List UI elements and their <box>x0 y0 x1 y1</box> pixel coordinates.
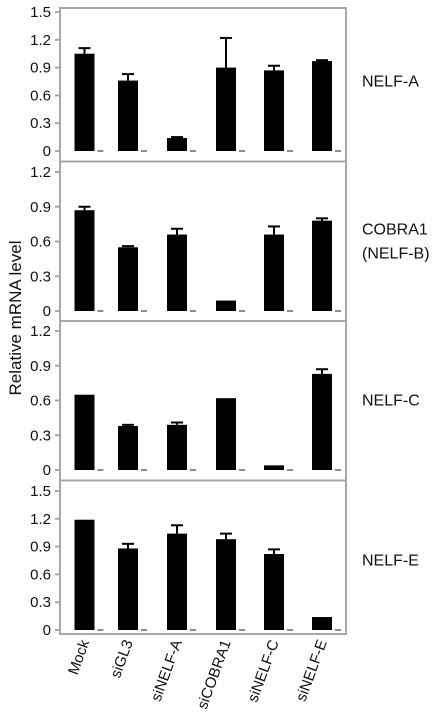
y-tick-label: 0.9 <box>30 539 51 556</box>
panel-label: (NELF-B) <box>362 246 430 263</box>
category-label: siGL3 <box>107 638 136 681</box>
panel-label: NELF-C <box>362 393 420 410</box>
panel-4: 0 0.3 0.6 0.9 1.2 1.5 NELF-E <box>30 479 419 639</box>
bar-siCOBRA1 <box>216 539 236 630</box>
bar-siGL3 <box>118 247 138 311</box>
panel-frame <box>59 479 347 635</box>
y-axis-label: Relative mRNA level <box>6 241 25 396</box>
bar-siGL3 <box>118 548 138 630</box>
bar-siGL3 <box>118 80 138 151</box>
bar-siCOBRA1 <box>216 67 236 151</box>
panel-frame <box>59 160 347 322</box>
panel-label: NELF-A <box>362 74 419 91</box>
bar-siNELF-E <box>312 373 332 470</box>
y-tick-label: 1.2 <box>30 32 51 49</box>
bar-siCOBRA1 <box>216 300 236 311</box>
panel-2: 0 0.3 0.6 0.9 1.2 COBRA1 (NELF-B) <box>30 160 430 322</box>
category-label: siCOBRA1 <box>194 638 235 712</box>
panel-frame <box>59 320 347 482</box>
bar-siNELF-E <box>312 61 332 151</box>
panel-1: 0 0.3 0.6 0.9 1.2 1.5 NELF-A <box>30 4 419 163</box>
bar-siNELF-A <box>167 138 187 151</box>
y-tick-label: 0.6 <box>30 87 51 104</box>
y-tick-label: 1.2 <box>30 323 51 340</box>
y-tick-label: 0.9 <box>30 199 51 216</box>
y-tick-label: 0 <box>43 622 51 639</box>
category-label: siNELF-A <box>148 638 186 704</box>
panel-label: NELF-E <box>362 553 419 570</box>
bar-Mock <box>74 53 95 152</box>
y-tick-label: 1.5 <box>30 4 51 21</box>
bar-siCOBRA1 <box>216 398 236 470</box>
category-labels: Mock siGL3 siNELF-A siCOBRA1 siNELF-C siNELF-… <box>65 637 331 711</box>
y-tick-label: 1.5 <box>30 483 51 500</box>
bar-siNELF-C <box>264 465 284 470</box>
bar-siNELF-C <box>264 234 284 311</box>
bar-Mock <box>74 519 95 630</box>
chart-panels: 0 0.3 0.6 0.9 1.2 1.5 NELF-A 0 0.3 0.6 0.9 1.2 COBRA… <box>30 4 429 639</box>
category-label: siNELF-E <box>293 638 331 704</box>
bar-siGL3 <box>118 425 138 470</box>
y-tick-label: 0.6 <box>30 393 51 410</box>
category-label: siNELF-C <box>245 637 283 704</box>
panel-3: 0 0.3 0.6 0.9 1.2 NELF-C <box>30 320 420 482</box>
bar-siNELF-E <box>312 617 332 630</box>
y-tick-label: 0.3 <box>30 268 51 285</box>
bar-siNELF-A <box>167 234 187 311</box>
panel-label: COBRA1 <box>362 222 428 239</box>
bar-siNELF-C <box>264 70 284 151</box>
y-tick-label: 0.6 <box>30 234 51 251</box>
y-tick-label: 0.3 <box>30 115 51 132</box>
bar-Mock <box>74 210 95 311</box>
bar-Mock <box>74 394 95 470</box>
y-tick-label: 0.3 <box>30 427 51 444</box>
bar-siNELF-E <box>312 220 332 311</box>
y-tick-label: 0.9 <box>30 358 51 375</box>
y-tick-label: 0.9 <box>30 60 51 77</box>
bar-siNELF-A <box>167 424 187 470</box>
y-tick-label: 0 <box>43 462 51 479</box>
bar-siNELF-C <box>264 554 284 630</box>
y-tick-label: 0 <box>43 303 51 320</box>
y-tick-label: 0.3 <box>30 594 51 611</box>
panel-frame <box>59 7 347 163</box>
y-tick-label: 0.6 <box>30 566 51 583</box>
category-label: Mock <box>65 637 93 677</box>
bar-siNELF-A <box>167 533 187 630</box>
y-tick-label: 0 <box>43 143 51 160</box>
y-tick-label: 1.2 <box>30 164 51 181</box>
y-tick-label: 1.2 <box>30 511 51 528</box>
